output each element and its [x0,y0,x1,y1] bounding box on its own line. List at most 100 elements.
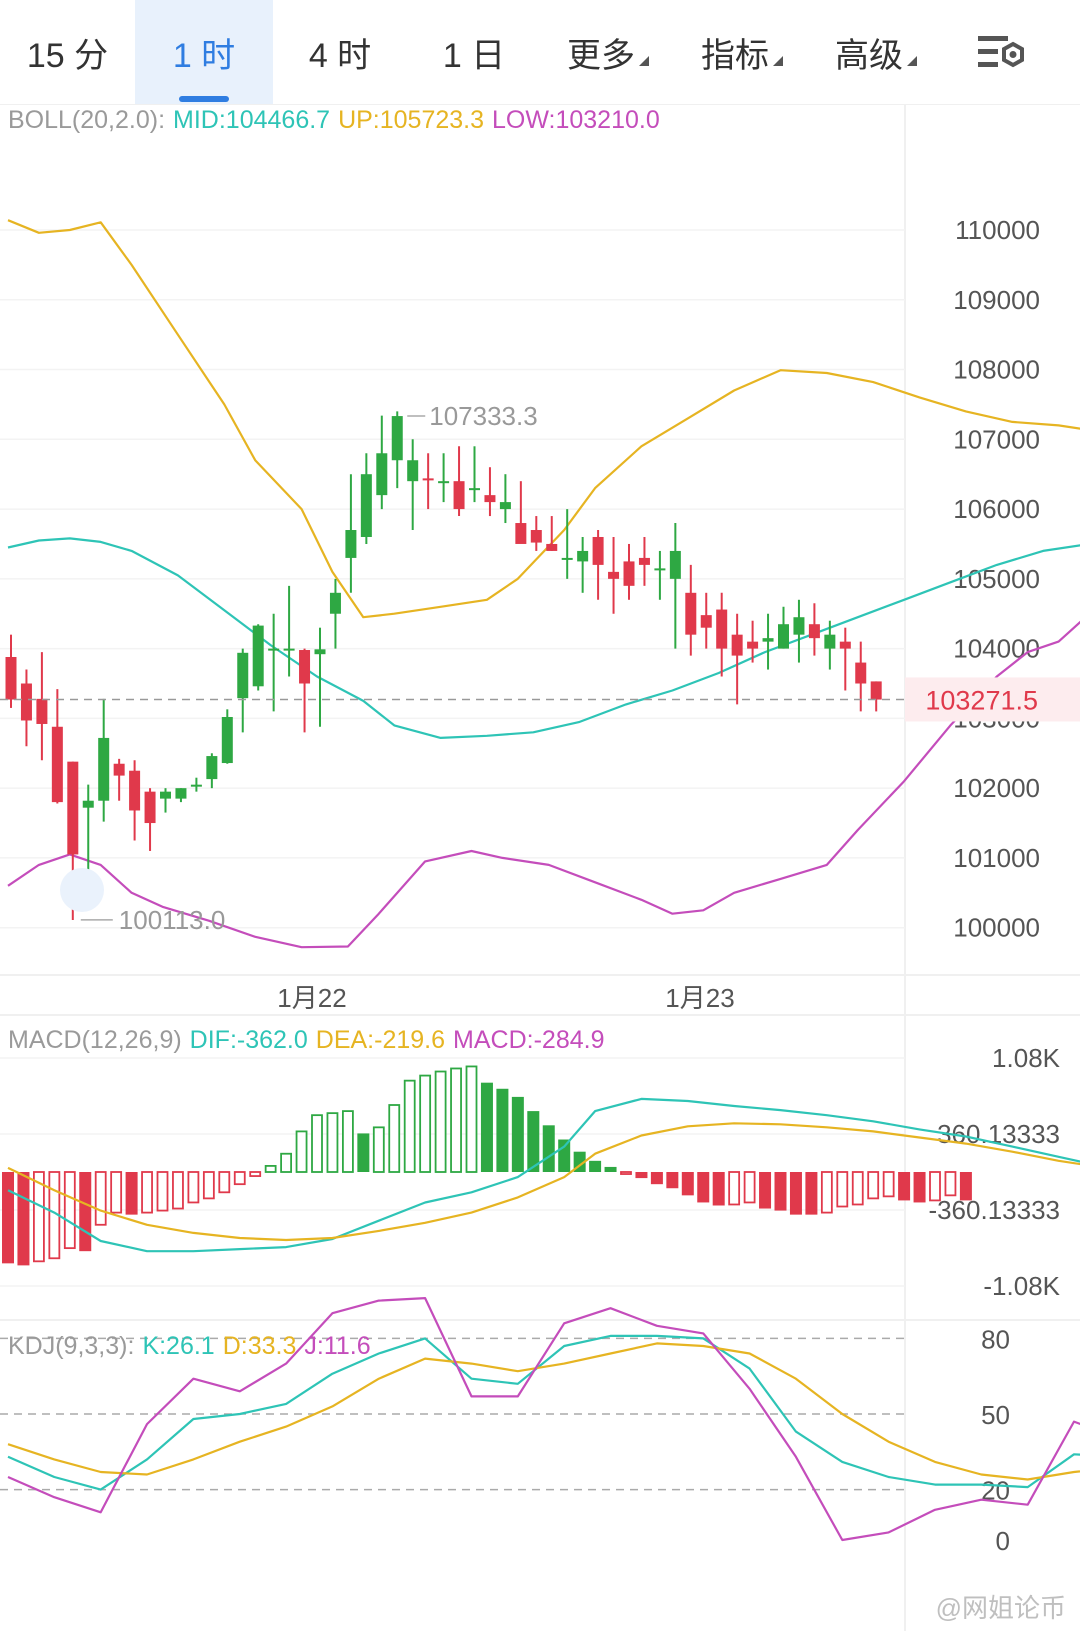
time-tick-label: 1月22 [277,983,346,1013]
macd-bar [280,1152,293,1173]
macd-bar [295,1130,308,1173]
candle-body [469,488,480,491]
candle-body [855,662,867,684]
candle-body [623,561,635,586]
macd-bar [218,1171,231,1194]
high-annotation: 107333.3 [429,401,537,431]
macd-bar [913,1172,926,1203]
tab-0[interactable]: 15 分 [0,0,135,104]
tab-5[interactable]: 指标 [675,0,809,104]
price-tick-label: 104000 [953,634,1040,664]
tab-1[interactable]: 1 时 [135,0,273,104]
period-tab-bar: 15 分 1 时 4 时 1 日 更多 指标 高级 [0,0,1080,105]
candle-body [546,543,558,551]
macd-bar [836,1171,849,1208]
tab-6[interactable]: 高级 [809,0,943,104]
tab-2[interactable]: 4 时 [273,0,407,104]
kdj-tick-label: 80 [981,1324,1010,1354]
macd-bar [110,1171,123,1214]
macd-label: MACD(12,26,9) [8,1026,182,1054]
drag-handle-icon[interactable] [60,868,104,912]
tab-label: 指标 [701,36,769,75]
candle-body [190,784,202,787]
candle-body [51,726,63,803]
macd-bar [511,1096,524,1172]
price-tick-label: 105000 [953,564,1040,594]
kdj-j: J:11.6 [304,1332,371,1360]
last-price-label: 103271.5 [925,685,1038,715]
candle-body [499,502,511,510]
candle-body [592,536,604,565]
macd-bar [542,1125,555,1172]
macd-bar [650,1172,663,1185]
candle-body [391,416,403,461]
macd-bar [17,1172,30,1266]
kdj-k: K:26.1 [142,1332,215,1360]
price-tick-label: 108000 [953,355,1040,385]
candle-body [5,656,17,700]
candle-body [716,609,728,649]
candle-body [82,800,94,808]
tab-label: 1 日 [442,36,506,75]
candle-body [747,641,759,649]
candle-body [824,634,836,649]
candle-body [283,648,295,651]
last-price-badge [905,677,1080,722]
macd-bar [635,1172,648,1179]
macd-dea-line [7,1122,1080,1242]
price-tick-label: 106000 [953,494,1040,524]
candle-body [345,530,357,558]
candle-body [422,478,434,481]
macd-bar [558,1139,571,1172]
candle-body [654,568,666,571]
macd-legend: MACD(12,26,9) DIF:-362.0 DEA:-219.6 MACD:-2… [8,1026,612,1055]
candle-body [778,624,789,649]
candle-body [731,634,743,656]
macd-bar [851,1171,864,1206]
kdj-j-line [7,1296,1080,1542]
candle-body [20,683,32,721]
candle-body [299,650,311,684]
candle-body [268,648,280,651]
macd-bar [496,1088,509,1172]
macd-bar [527,1111,540,1172]
macd-bar [681,1172,694,1196]
macd-bar [712,1172,725,1206]
macd-bar [388,1104,401,1173]
macd-bar [728,1171,741,1206]
macd-bar [929,1171,941,1202]
low-annotation: 100113.0 [119,905,226,935]
kdj-d: D:33.3 [222,1332,297,1360]
macd-tick-label: 1.08K [992,1043,1061,1073]
macd-bar [465,1065,478,1173]
dropdown-corner-icon [773,56,783,66]
price-tick-label: 100000 [953,913,1040,943]
candle-body [762,638,774,642]
chart-settings-icon[interactable] [943,0,1060,104]
price-tick-label: 107000 [953,424,1040,454]
time-tick-label: 1月23 [665,983,734,1013]
price-tick-label: 110000 [955,215,1040,245]
candle-body [685,592,697,635]
candle-body [206,756,218,780]
macd-bar [666,1172,679,1189]
macd-bar [789,1172,802,1215]
candle-body [237,652,249,699]
candle-body [67,761,79,855]
macd-bar [357,1133,370,1172]
dropdown-corner-icon [907,56,917,66]
kdj-label: KDJ(9,3,3): [8,1332,135,1360]
candle-body [221,716,233,764]
tab-label: 15 分 [26,36,109,75]
candle-body [113,763,125,776]
candle-body [608,571,620,579]
tab-4[interactable]: 更多 [541,0,675,104]
candle-body [252,625,264,687]
macd-bar [403,1079,416,1173]
kdj-k-line [7,1334,1080,1491]
macd-value: MACD:-284.9 [453,1026,605,1054]
candle-body [515,523,527,544]
candle-body [561,557,573,560]
tab-3[interactable]: 1 日 [407,0,541,104]
